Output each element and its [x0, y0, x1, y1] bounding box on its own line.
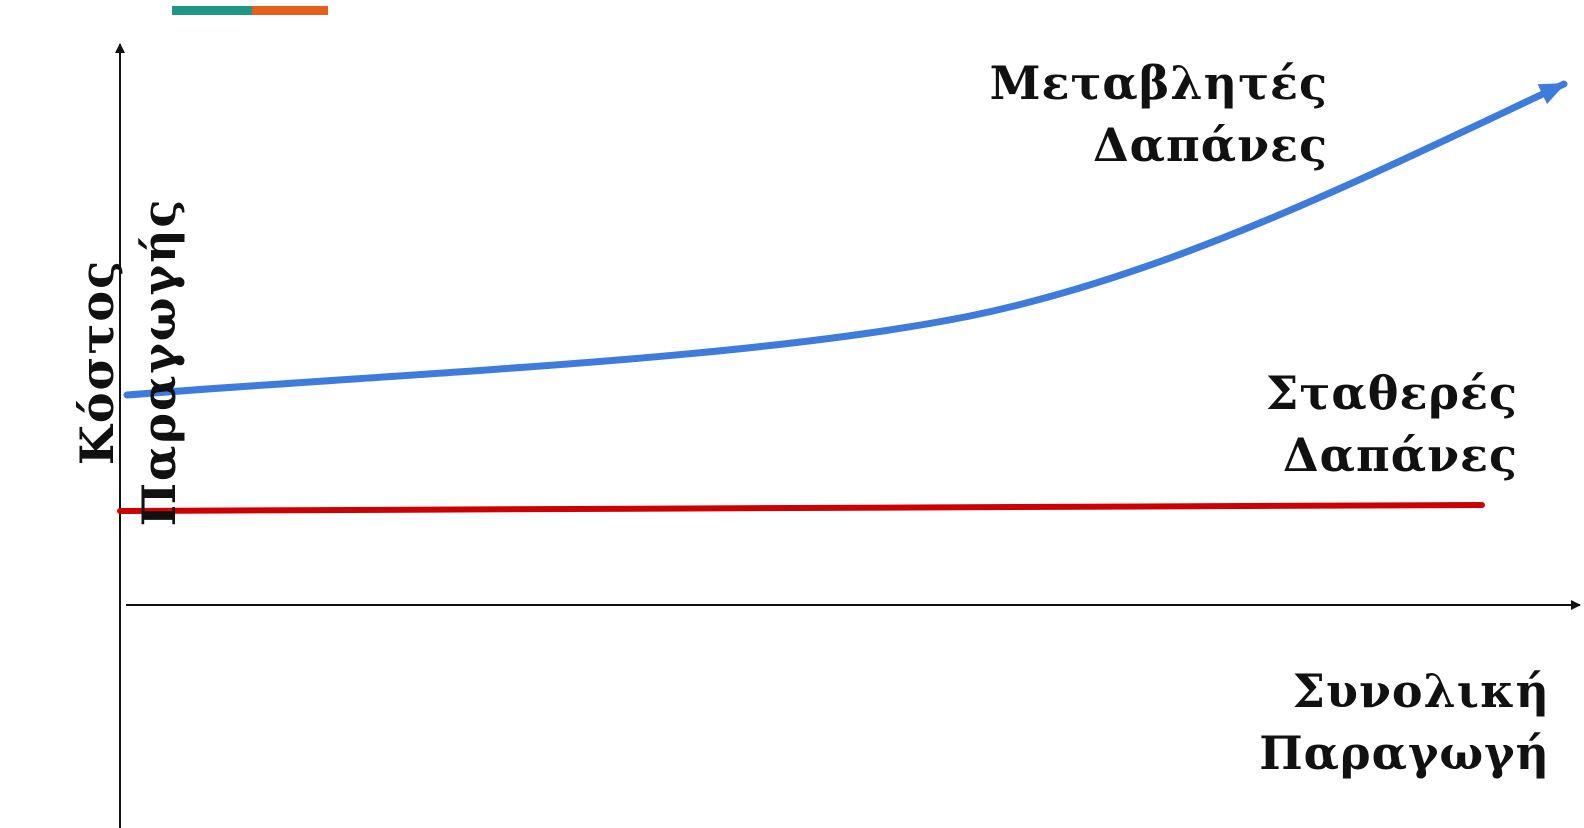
x-axis-label-line2: Παραγωγή [1259, 726, 1550, 780]
accent-bar-teal [172, 6, 252, 15]
fixed-costs-label-line1: Σταθερές [1265, 366, 1518, 420]
y-axis-label-line2: Παραγωγής [132, 197, 186, 527]
x-axis-label-line1: Συνολική [1292, 664, 1550, 718]
fixed-costs-label-line2: Δαπάνες [1282, 428, 1518, 482]
variable-costs-curve [123, 80, 1568, 399]
y-axis-label-line1: Κόστος [70, 258, 124, 466]
variable-costs-label-line2: Δαπάνες [1092, 118, 1328, 172]
variable-costs-label-line1: Μεταβλητές [989, 56, 1328, 110]
y-axis-label: Κόστος Παραγωγής [66, 198, 190, 527]
fixed-costs-label: Σταθερές Δαπάνες [1266, 362, 1518, 486]
fixed-costs-line [117, 502, 1485, 514]
x-axis-label: Συνολική Παραγωγή [1259, 660, 1550, 784]
accent-bar-orange [252, 6, 328, 15]
variable-costs-label: Μεταβλητές Δαπάνες [990, 52, 1328, 176]
